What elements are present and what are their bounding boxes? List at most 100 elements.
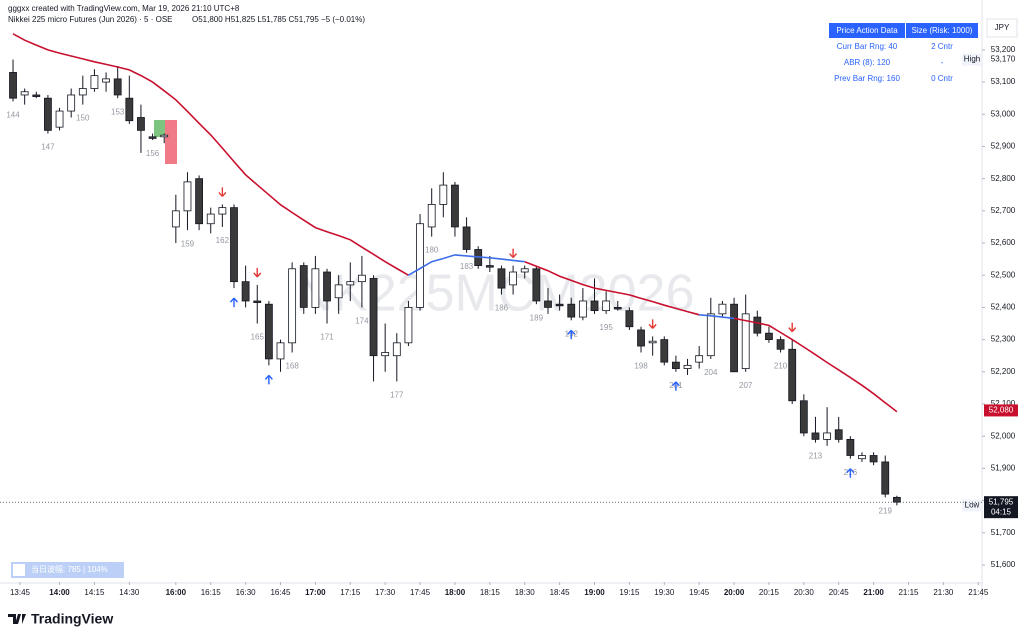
candle-body [241, 281, 250, 302]
candle-body [230, 207, 238, 283]
x-tick-label: 20:30 [794, 588, 815, 597]
y-tick-label: 53,100 [991, 77, 1016, 86]
x-tick-label: 16:15 [201, 588, 222, 597]
candle-body [67, 94, 76, 112]
candle-body [648, 340, 657, 344]
candle-body [171, 210, 180, 228]
bar-number: 213 [809, 452, 823, 461]
signal-down [253, 267, 262, 278]
signal-down [218, 187, 227, 197]
candle-body [485, 265, 494, 268]
bar-number: 153 [111, 107, 125, 116]
symbol: Nikkei 225 micro Futures (Jun 2026) · 5 … [8, 15, 173, 24]
candle-body [404, 307, 413, 344]
candle-body [625, 310, 634, 328]
bar-number: 168 [285, 362, 299, 371]
y-tick-label: 53,200 [991, 45, 1016, 54]
y-tick-label: 52,500 [991, 270, 1016, 279]
candle-body [137, 117, 145, 131]
highlight-box [154, 120, 165, 137]
credit: gggxx created with TradingView.com, Mar … [8, 4, 240, 13]
candle-body [753, 316, 762, 334]
x-tick-label: 19:15 [619, 588, 640, 597]
candle-body [811, 432, 820, 440]
signal-up [229, 297, 239, 308]
candle-body [427, 204, 436, 228]
y-tick-label: 52,700 [991, 206, 1016, 215]
x-tick-label: 16:30 [236, 588, 257, 597]
bar-number: 174 [355, 317, 369, 326]
y-tick-label: 53,000 [991, 109, 1016, 118]
candle-body [299, 265, 308, 308]
candle-body [369, 278, 378, 357]
candle-body [323, 271, 331, 302]
bar-number: 150 [76, 114, 90, 123]
bar-number: 210 [774, 362, 788, 371]
table-cell: - [941, 58, 944, 67]
bar-number: 195 [599, 323, 613, 332]
bar-number: 144 [6, 111, 20, 120]
candle-body [718, 303, 727, 315]
candle-body [520, 268, 529, 273]
candle-body [20, 91, 29, 96]
y-tick-label: 51,600 [991, 560, 1016, 569]
y-tick-label: 52,100 [991, 399, 1016, 408]
range-box [11, 562, 124, 578]
candle-body [799, 400, 808, 434]
ohlc: O51,800 H51,825 L51,785 C51,795 −5 (−0.0… [192, 15, 365, 24]
candle-body [881, 461, 890, 495]
candle-body [334, 284, 343, 299]
x-tick-label: 19:45 [689, 588, 710, 597]
candle-body [113, 78, 122, 96]
y-tick-label: 51,900 [991, 463, 1016, 472]
bar-number: 159 [181, 239, 195, 248]
x-tick-label: 16:00 [166, 588, 187, 597]
candle-body [846, 438, 855, 456]
y-tick-label: 52,200 [991, 367, 1016, 376]
candle-body [90, 75, 99, 89]
y-tick-label: 52,300 [991, 335, 1016, 344]
y-tick-label: 52,800 [991, 174, 1016, 183]
x-tick-label: 21:30 [933, 588, 954, 597]
bar-number: 177 [390, 391, 404, 400]
x-tick-label: 20:45 [829, 588, 850, 597]
y-tick-label: 51,700 [991, 528, 1016, 537]
high-tag: High [964, 55, 980, 64]
bar-number: 162 [216, 236, 230, 245]
logo-icon [8, 614, 26, 624]
y-tick-label: 52,400 [991, 303, 1016, 312]
candle-body [788, 348, 797, 402]
high-price: 53,170 [991, 55, 1016, 64]
candle-body [264, 303, 273, 360]
currency: JPY [995, 23, 1010, 32]
signal-up [567, 329, 576, 340]
candle-body [637, 329, 645, 347]
bar-number: 198 [634, 362, 648, 371]
y-tick-label: 52,000 [991, 431, 1016, 440]
x-tick-label: 14:30 [119, 588, 140, 597]
candle-body [102, 78, 110, 83]
bar-number: 171 [320, 333, 334, 342]
candle-body [602, 300, 611, 312]
bar-number: 147 [41, 143, 55, 152]
candle-body [741, 313, 750, 369]
table-header: Size (Risk: 1000) [912, 26, 973, 35]
candles [9, 59, 901, 506]
candle-body [567, 303, 576, 318]
table-header-cell [829, 23, 905, 38]
signal-down [509, 248, 518, 259]
bar-number: 186 [495, 304, 509, 313]
candle-body [834, 429, 843, 440]
candle-body [730, 303, 738, 373]
candle-body [218, 207, 227, 215]
candle-body [776, 339, 785, 350]
candle-body [183, 181, 192, 212]
bar-number: 189 [530, 313, 544, 322]
candle-body [532, 268, 541, 302]
range-text: 当日波幅: 785 | 104% [31, 564, 108, 574]
candle-body [392, 342, 401, 357]
countdown: 04:15 [991, 507, 1012, 516]
